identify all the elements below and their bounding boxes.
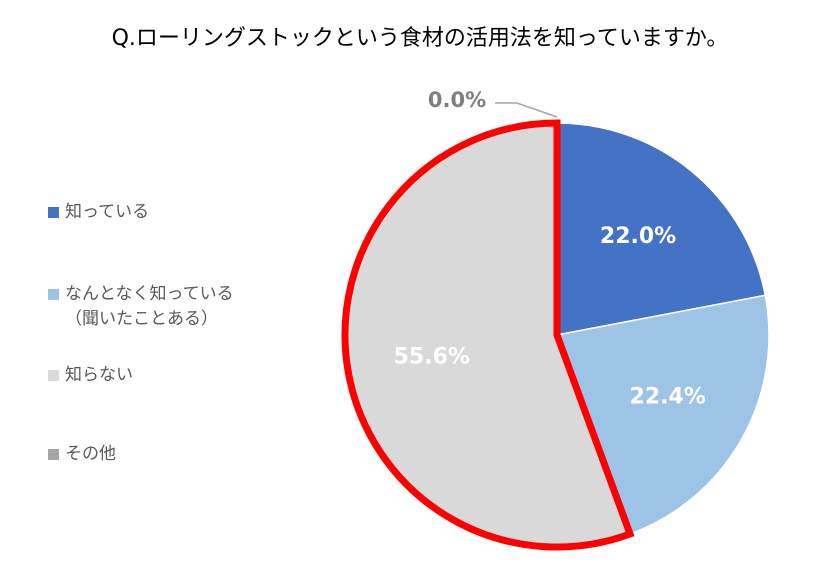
- legend-label: 知っている: [65, 202, 150, 222]
- legend-item: 知らない: [48, 363, 133, 388]
- legend-swatch: [48, 449, 59, 460]
- legend: 知っているなんとなく知っている （聞いたことある） 知らないその他: [48, 0, 308, 568]
- data-label: 0.0%: [428, 88, 486, 112]
- chart-title: Q.ローリングストックという食材の活用法を知っていますか。: [111, 26, 729, 51]
- legend-label: 知らない: [65, 365, 133, 385]
- data-label: 55.6%: [394, 344, 470, 369]
- legend-item: その他: [48, 442, 116, 467]
- legend-swatch: [48, 289, 59, 300]
- leader-line: [495, 102, 558, 118]
- legend-item: 知っている: [48, 200, 149, 225]
- legend-swatch: [48, 207, 59, 218]
- legend-item: なんとなく知っている （聞いたことある）: [48, 282, 234, 332]
- pie-slice: [341, 119, 635, 551]
- legend-label: なんとなく知っている （聞いたことある）: [65, 284, 234, 329]
- pie-slice: [556, 122, 767, 336]
- data-label: 22.0%: [600, 224, 676, 249]
- legend-swatch: [48, 370, 59, 381]
- data-label: 22.4%: [630, 385, 706, 410]
- legend-label: その他: [65, 444, 116, 464]
